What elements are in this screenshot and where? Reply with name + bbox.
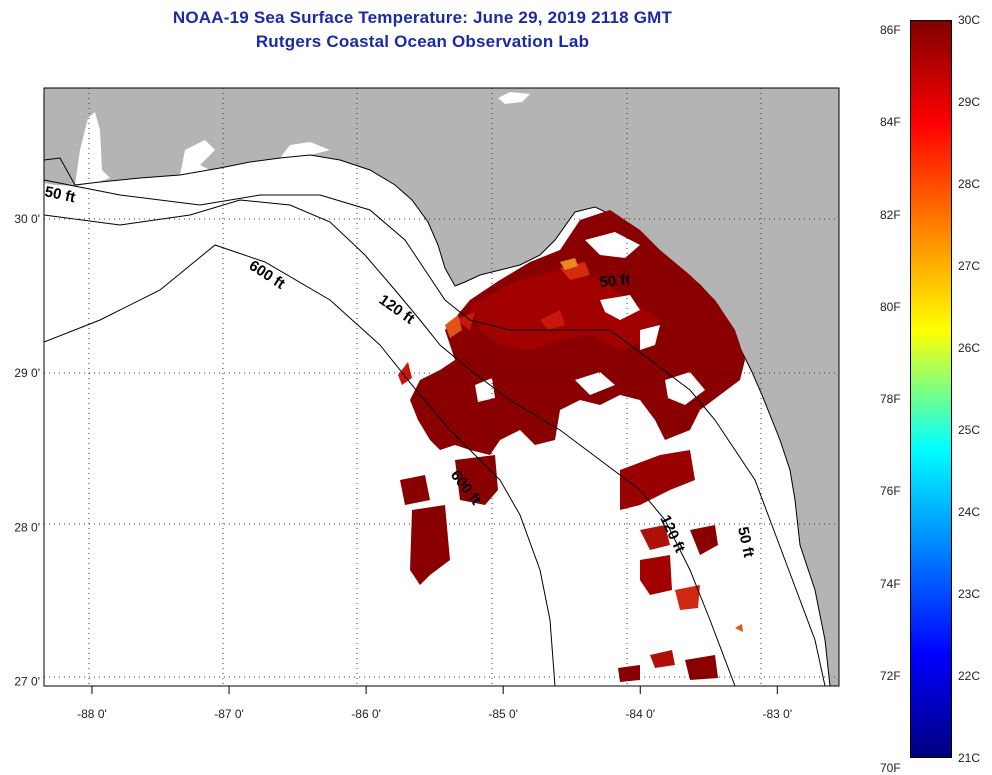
lat-tick-label: 28 0'	[14, 520, 40, 534]
colorbar-fahrenheit-label: 84F	[880, 115, 901, 130]
lat-tick-label: 27 0'	[14, 674, 40, 688]
lon-tick-label: -86 0'	[351, 707, 381, 721]
colorbar-celsius-label: 29C	[958, 95, 981, 109]
bay-water	[75, 112, 110, 185]
bay-water	[180, 140, 215, 175]
lat-tick-label: 29 0'	[14, 366, 40, 380]
longitude-axis: -88 0' -87 0' -86 0' -85 0' -84 0' -83 0'	[77, 686, 792, 721]
latitude-axis: 30 0' 29 0' 28 0' 27 0'	[14, 212, 40, 688]
map-frame	[43, 87, 840, 687]
colorbar-fahrenheit-label: 74F	[880, 576, 901, 591]
lon-tick-label: -85 0'	[488, 707, 518, 721]
colorbar-celsius-label: 26C	[958, 341, 981, 355]
contour-label-50ft: 50 ft	[43, 183, 77, 206]
colorbar-celsius-label: 30C	[958, 13, 981, 27]
contour-label-50ft: 50 ft	[734, 525, 757, 559]
colorbar-celsius-label: 28C	[958, 177, 981, 191]
colorbar-celsius-label: 25C	[958, 423, 981, 437]
depth-contours	[44, 179, 826, 686]
colorbar-celsius-label: 22C	[958, 669, 981, 683]
colorbar-fahrenheit-label: 82F	[880, 207, 901, 222]
colorbar-fahrenheit-label: 76F	[880, 484, 901, 499]
title-line-1: NOAA-19 Sea Surface Temperature: June 29…	[172, 8, 673, 27]
colorbar-fahrenheit-label: 70F	[880, 761, 901, 775]
sst-colorbar	[910, 20, 952, 758]
sst-map: 50 ft 120 ft 600 ft 50 ft 600 ft 120 ft …	[14, 87, 840, 721]
colorbar-fahrenheit-label: 78F	[880, 392, 901, 406]
sst-patches	[398, 362, 743, 682]
lon-tick-label: -87 0'	[214, 707, 244, 721]
lon-tick-label: -83 0'	[762, 707, 792, 721]
colorbar-fahrenheit-label: 86F	[880, 23, 901, 37]
colorbar-celsius-label: 27C	[958, 259, 981, 273]
land-area	[44, 88, 839, 686]
lat-tick-label: 30 0'	[14, 212, 40, 226]
colorbar-celsius-label: 23C	[958, 587, 981, 601]
bay-water	[498, 92, 530, 104]
title-line-2: Rutgers Coastal Ocean Observation Lab	[255, 32, 590, 51]
colorbar-fahrenheit-label: 72F	[880, 668, 901, 683]
colorbar-celsius-label: 24C	[958, 505, 981, 519]
lon-tick-label: -88 0'	[77, 707, 107, 721]
contour-label-50ft: 50 ft	[599, 271, 631, 291]
colorbar-celsius-label: 21C	[958, 751, 981, 765]
coastline	[44, 154, 831, 686]
bay-water	[280, 142, 330, 158]
colorbar-fahrenheit-label: 80F	[880, 299, 901, 314]
lon-tick-label: -84 0'	[625, 707, 655, 721]
